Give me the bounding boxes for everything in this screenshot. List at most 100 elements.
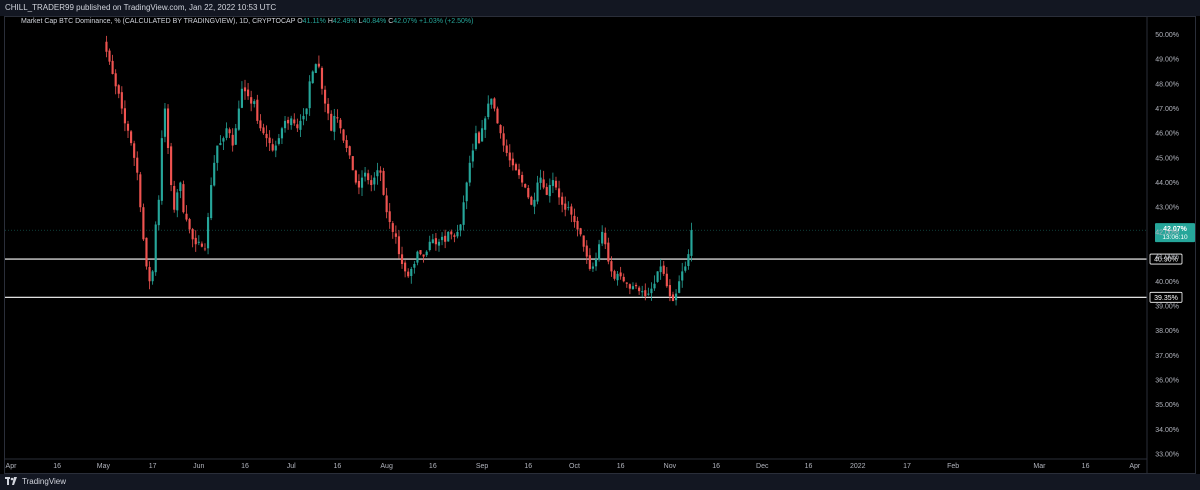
candle-body [216,145,219,163]
candle-body [308,81,311,109]
candle-body [274,145,277,151]
time-axis[interactable]: Apr 16 May 17 Jun 16 Jul 16 Aug 16 Sep 16 Oct 16 Nov 16… [5,458,1147,470]
time-tick-label: 16 [712,463,720,470]
candle-body [604,232,607,245]
level-price-box [1149,253,1183,265]
candle-body [625,282,628,284]
price-tick-label: 41.00% [1155,254,1179,261]
candle-body [564,203,567,210]
time-tick-label: Aug [380,463,393,470]
candle-body [505,145,508,153]
candle-body [154,224,157,273]
candle-body [293,119,296,124]
candle-body [111,60,114,74]
candle-body [607,242,610,262]
current-price-label: 42.07% [1163,226,1188,233]
candle-body [213,162,216,186]
candle-body [573,215,576,223]
candle-body [453,235,456,237]
time-tick-label: Jun [193,463,204,470]
candle-body [601,231,604,244]
candle-body [641,291,644,293]
candle-body [280,128,284,139]
price-tick-label: 48.00% [1155,81,1179,88]
candle-body [151,271,154,282]
time-tick-label: Sep [476,463,489,470]
candle-body [345,140,348,149]
candle-body [320,67,324,89]
candle-body [185,213,188,220]
candle-body [628,284,631,289]
candle-body [598,244,601,260]
candle-body [305,108,308,115]
publish-header: CHILL_TRADER99 published on TradingView.… [0,0,1200,16]
candle-body [256,99,259,121]
candle-body [521,174,524,183]
candle-body [428,241,431,250]
time-tick-label: 2022 [850,463,866,470]
candle-body [551,180,554,186]
price-axis[interactable]: 50.00% 49.00% 48.00% 47.00% 46.00% 45.00% 44.0… [1146,17,1179,473]
candle-body [619,272,622,277]
candle-body [391,223,394,232]
price-tick-label: 43.00% [1155,205,1179,212]
candle-body [647,293,650,295]
candle-body [496,108,499,124]
candle-body [173,185,176,210]
candle-body [548,185,551,197]
price-tick-label: 40.00% [1155,279,1179,286]
candle-body [163,108,167,137]
close-label: C [388,18,394,25]
candle-body [687,254,690,266]
candle-body [126,123,130,131]
price-tick-label: 35.00% [1155,402,1179,409]
candles-layer [105,35,693,306]
candle-body [262,127,265,134]
candle-body [357,180,361,188]
time-tick-label: 16 [333,463,341,470]
price-tick-label: 46.00% [1155,131,1179,138]
candle-body [243,87,247,92]
open-label: O [297,18,303,25]
candle-body [290,118,293,126]
price-tick-label: 47.00% [1155,106,1179,113]
price-tick-label: 34.00% [1155,427,1179,434]
symbol-name[interactable]: Market Cap BTC Dominance, % [21,18,121,25]
candle-body [191,229,194,240]
price-tick-label: 42.00% [1155,229,1179,236]
price-tick-label: 33.00% [1155,452,1179,459]
candle-body [484,118,487,130]
candle-body [336,117,339,119]
candle-body [247,89,250,97]
high-label: H [327,18,333,25]
candle-body [662,265,665,274]
candle-body [287,119,290,124]
candle-body [665,273,668,287]
candle-body [585,245,588,257]
time-tick-label: Jul [287,463,296,470]
candle-body [299,120,302,130]
time-tick-label: Apr [1129,463,1141,470]
candle-body [317,63,320,67]
price-tick-label: 37.00% [1155,353,1179,360]
chart-container[interactable]: 40.90% 39.35% 42.07% 13:06:10 50.00% 49.00% 4… [4,16,1196,474]
tradingview-logo[interactable]: TradingView [5,477,66,486]
candle-body [456,231,459,237]
candle-body [684,266,687,271]
candle-body [517,169,521,176]
price-chart[interactable]: 40.90%39.35%42.07%13:06:10 50.00%49.00%4… [5,17,1195,473]
candle-body [133,143,136,158]
level-price-label: 39.35% [1154,295,1178,302]
low-label: L [358,18,363,25]
candle-body [136,157,139,173]
candle-body [114,73,117,87]
candle-body [591,266,595,269]
time-tick-label: Dec [756,463,769,470]
time-tick-label: 16 [53,463,61,470]
price-tick-label: 38.00% [1155,328,1179,335]
price-tick-label: 44.00% [1155,180,1179,187]
candle-body [471,150,474,162]
candle-body [370,180,373,186]
candle-body [142,207,145,240]
candle-body [283,120,287,129]
